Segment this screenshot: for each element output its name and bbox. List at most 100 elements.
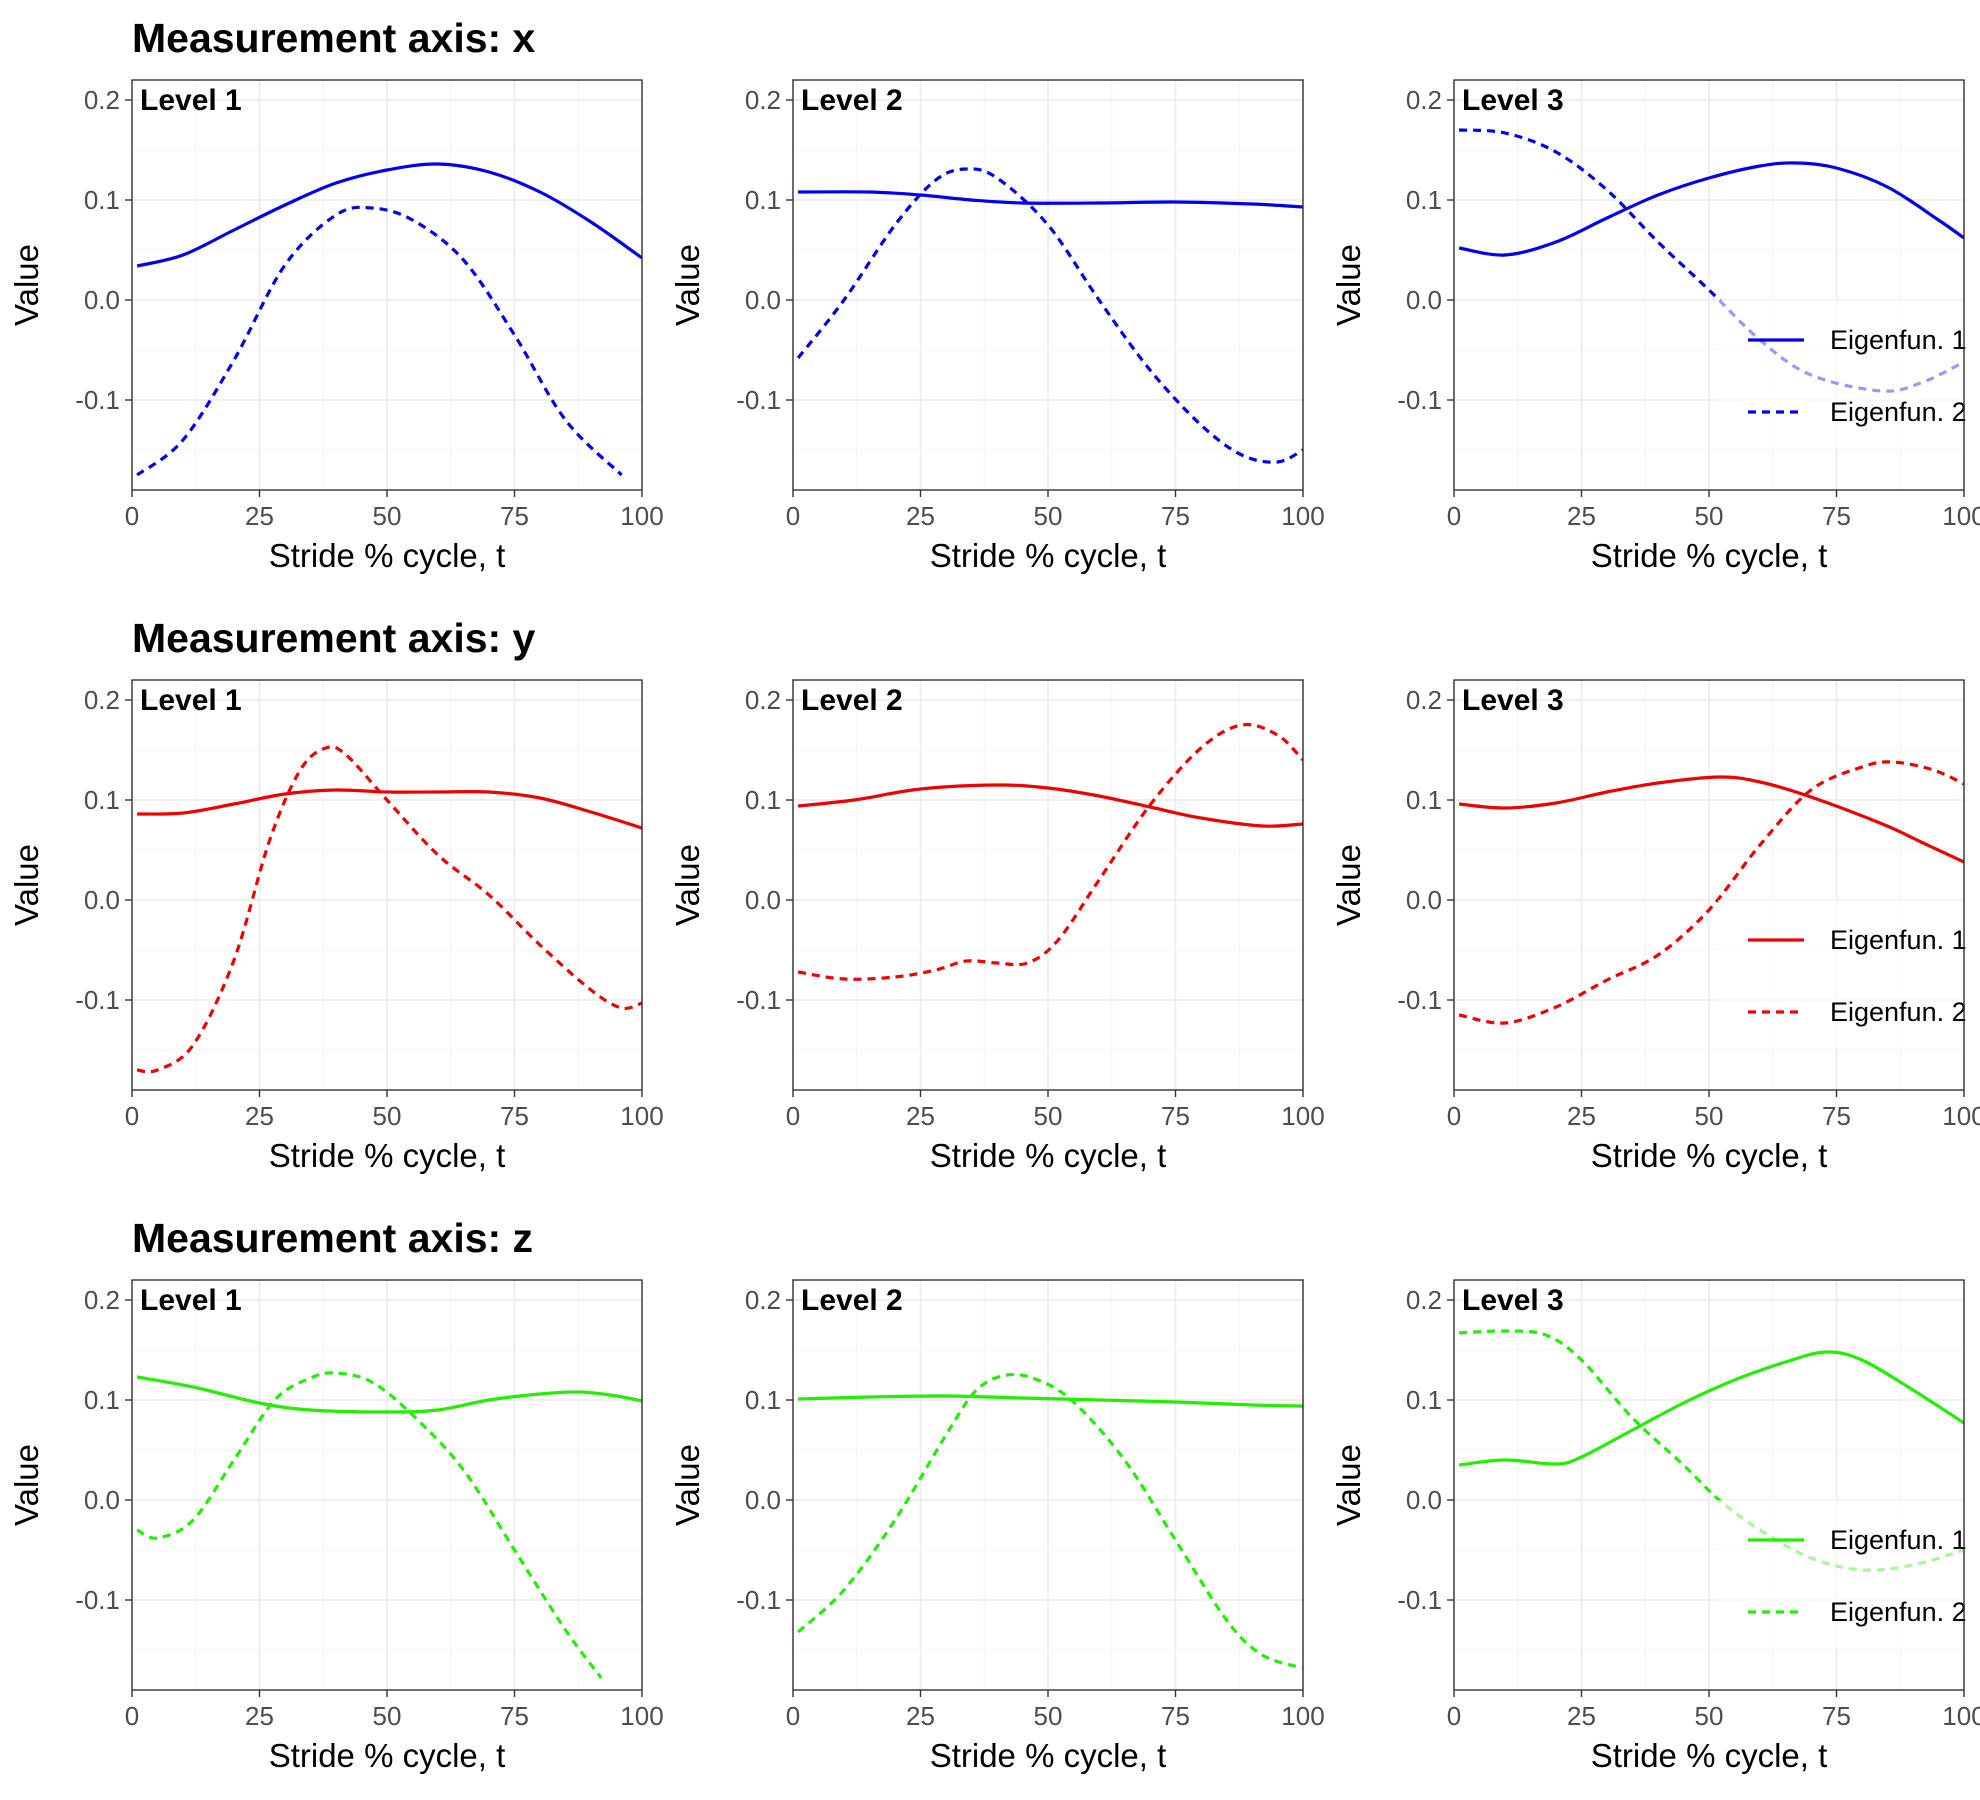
panel-row3-col1: Measurement axis: z Level 1 0 25 50 75 100 -0.1… (8, 1215, 664, 1774)
panel-label: Level 3 (1462, 1284, 1564, 1317)
legend-label-1: Eigenfun. 1 (1830, 1525, 1967, 1555)
x-tick-label: 0 (786, 1701, 800, 1731)
y-axis-title: Value (1330, 1444, 1367, 1526)
y-tick-label: 0.0 (745, 1485, 781, 1515)
x-tick-label: 25 (245, 1701, 274, 1731)
series-line-1 (1458, 161, 1964, 257)
panel-label: Level 1 (140, 84, 242, 117)
y-tick-label: 0.0 (1406, 285, 1442, 315)
x-tick-label: 75 (500, 1701, 529, 1731)
y-tick-label: -0.1 (75, 985, 120, 1015)
y-tick-label: 0.2 (1406, 85, 1442, 115)
series-line-1 (137, 788, 642, 830)
x-tick-label: 75 (500, 501, 529, 531)
x-tick-label: 50 (373, 1101, 402, 1131)
y-tick-label: 0.0 (1406, 1485, 1442, 1515)
y-tick-label: 0.2 (1406, 1285, 1442, 1315)
x-tick-label: 100 (1281, 501, 1324, 531)
x-tick-label: 0 (786, 1101, 800, 1131)
legend-box (1718, 300, 1964, 448)
x-tick-label: 75 (1822, 1701, 1851, 1731)
series-line-1 (798, 190, 1303, 209)
y-tick-label: 0.1 (84, 1385, 120, 1415)
y-tick-label: 0.2 (84, 1285, 120, 1315)
x-axis-title: Stride % cycle, t (930, 1137, 1167, 1174)
x-tick-label: 100 (1942, 501, 1980, 531)
legend-box (1718, 1500, 1964, 1648)
x-tick-label: 0 (125, 1701, 139, 1731)
x-tick-label: 25 (906, 1701, 935, 1731)
legend-label-2: Eigenfun. 2 (1830, 997, 1967, 1027)
x-tick-label: 100 (620, 1701, 663, 1731)
series-line-1 (136, 162, 642, 268)
y-tick-label: 0.0 (745, 285, 781, 315)
series-line-2 (796, 167, 1303, 464)
x-tick-label: 25 (245, 501, 274, 531)
panel-label: Level 3 (1462, 684, 1564, 717)
y-axis-title: Value (1330, 844, 1367, 926)
x-axis-title: Stride % cycle, t (1591, 1737, 1828, 1774)
x-tick-label: 100 (1281, 1701, 1324, 1731)
x-tick-label: 100 (1281, 1101, 1324, 1131)
panel-label: Level 3 (1462, 84, 1564, 117)
legend-label-2: Eigenfun. 2 (1830, 397, 1967, 427)
panel-row1-col1: Measurement axis: x Level 1 0 25 50 75 100 -0.1… (8, 15, 664, 574)
x-tick-label: 25 (1567, 1101, 1596, 1131)
x-tick-label: 50 (1034, 1101, 1063, 1131)
y-tick-label: 0.0 (745, 885, 781, 915)
panel-row1-col2: Level 2 0 25 50 75 100 -0.1 0.0 0.1 0.2 Stride % c… (669, 79, 1325, 574)
x-tick-label: 50 (373, 501, 402, 531)
panel-row3-col3: Eigenfun. 1 Eigenfun. 2 Level 3 0 25 50 75 100 -… (1330, 1279, 1980, 1774)
x-axis-title: Stride % cycle, t (930, 537, 1167, 574)
legend-label-1: Eigenfun. 1 (1830, 325, 1967, 355)
y-tick-label: -0.1 (1397, 385, 1442, 415)
y-tick-label: 0.1 (745, 1385, 781, 1415)
series-line-1 (136, 1375, 642, 1414)
y-tick-label: 0.1 (84, 785, 120, 815)
y-tick-label: 0.2 (745, 85, 781, 115)
y-tick-label: 0.2 (745, 1285, 781, 1315)
y-tick-label: 0.0 (84, 1485, 120, 1515)
x-tick-label: 50 (1695, 1101, 1724, 1131)
x-tick-label: 25 (1567, 501, 1596, 531)
x-tick-label: 75 (500, 1101, 529, 1131)
x-tick-label: 100 (620, 501, 663, 531)
x-tick-label: 25 (1567, 1701, 1596, 1731)
y-tick-label: -0.1 (75, 1585, 120, 1615)
x-tick-label: 75 (1161, 1701, 1190, 1731)
panel-label: Level 2 (801, 1284, 903, 1317)
y-tick-label: 0.1 (745, 785, 781, 815)
panel-row3-col2: Level 2 0 25 50 75 100 -0.1 0.0 0.1 0.2 Stride % c… (669, 1279, 1325, 1774)
x-tick-label: 75 (1822, 1101, 1851, 1131)
x-tick-label: 75 (1822, 501, 1851, 531)
panel-row2-col3: Eigenfun. 1 Eigenfun. 2 Level 3 0 25 50 75 100 -… (1330, 679, 1980, 1174)
series-line-2 (797, 722, 1303, 981)
x-tick-label: 25 (906, 1101, 935, 1131)
panel-row1-col3: Eigenfun. 1 Eigenfun. 2 Level 3 0 25 50 75 100 -… (1330, 79, 1980, 574)
y-axis-title: Value (669, 1444, 706, 1526)
y-axis-title: Value (8, 244, 45, 326)
series-line-1 (1458, 775, 1964, 864)
x-tick-label: 75 (1161, 1101, 1190, 1131)
y-tick-label: 0.2 (1406, 685, 1442, 715)
y-tick-label: -0.1 (736, 985, 781, 1015)
y-axis-title: Value (8, 844, 45, 926)
y-axis-title: Value (669, 244, 706, 326)
x-tick-label: 25 (245, 1101, 274, 1131)
y-tick-label: 0.1 (1406, 1385, 1442, 1415)
row-title: Measurement axis: y (132, 615, 536, 661)
x-tick-label: 50 (1034, 501, 1063, 531)
x-tick-label: 0 (1447, 1101, 1461, 1131)
row-title: Measurement axis: x (132, 15, 536, 61)
y-tick-label: -0.1 (1397, 1585, 1442, 1615)
y-tick-label: 0.0 (1406, 885, 1442, 915)
x-tick-label: 0 (125, 1101, 139, 1131)
y-tick-label: 0.1 (745, 185, 781, 215)
row-title: Measurement axis: z (132, 1215, 533, 1261)
series-line-1 (798, 1394, 1303, 1408)
panel-label: Level 2 (801, 684, 903, 717)
y-tick-label: 0.0 (84, 885, 120, 915)
legend-box (1718, 900, 1964, 1048)
series-line-2 (1458, 760, 1964, 1025)
x-axis-title: Stride % cycle, t (269, 1737, 506, 1774)
